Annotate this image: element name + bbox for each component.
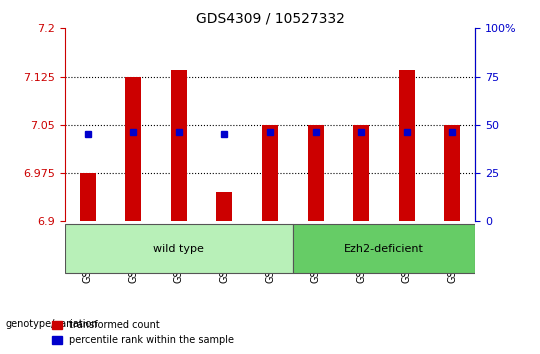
Text: genotype/variation: genotype/variation — [5, 319, 98, 329]
Bar — [217, 192, 232, 221]
Bar — [399, 70, 415, 221]
Bar — [65, 224, 293, 273]
Text: wild type: wild type — [153, 244, 204, 253]
Bar — [125, 76, 141, 221]
Bar — [201, 276, 247, 304]
Text: Ezh2-deficient: Ezh2-deficient — [344, 244, 424, 253]
Bar — [353, 125, 369, 221]
Bar — [384, 276, 430, 304]
Bar — [339, 276, 384, 304]
Bar — [247, 276, 293, 304]
Bar — [444, 125, 461, 221]
Bar — [65, 276, 110, 304]
Bar — [308, 125, 323, 221]
Bar — [79, 173, 96, 221]
Bar — [293, 224, 475, 273]
Legend: transformed count, percentile rank within the sample: transformed count, percentile rank withi… — [48, 316, 238, 349]
Bar — [110, 276, 156, 304]
Bar — [293, 276, 339, 304]
Bar — [262, 125, 278, 221]
Bar — [171, 70, 187, 221]
Title: GDS4309 / 10527332: GDS4309 / 10527332 — [195, 12, 345, 26]
Bar — [156, 276, 201, 304]
Bar — [430, 276, 475, 304]
